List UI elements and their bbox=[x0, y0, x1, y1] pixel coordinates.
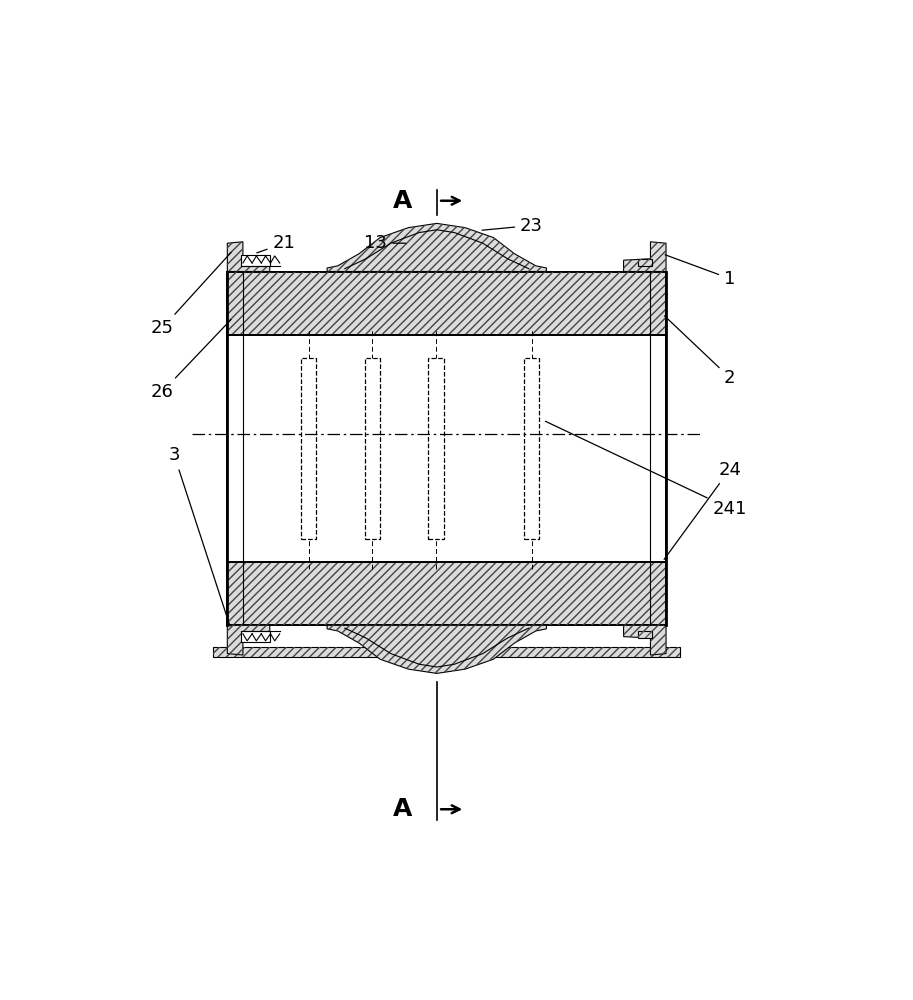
Bar bbox=[227, 272, 666, 335]
Bar bbox=[227, 272, 666, 335]
Polygon shape bbox=[637, 631, 652, 638]
Bar bbox=[428, 358, 444, 539]
Bar bbox=[524, 358, 540, 539]
Text: A: A bbox=[394, 189, 413, 213]
Polygon shape bbox=[227, 625, 270, 655]
Bar bbox=[364, 358, 380, 539]
Polygon shape bbox=[624, 242, 666, 272]
Text: A: A bbox=[394, 797, 413, 821]
Text: 26: 26 bbox=[151, 320, 231, 401]
Polygon shape bbox=[214, 647, 680, 657]
Polygon shape bbox=[241, 631, 270, 642]
Bar bbox=[227, 335, 666, 562]
Polygon shape bbox=[327, 625, 547, 673]
Polygon shape bbox=[227, 242, 270, 272]
Text: 21: 21 bbox=[257, 234, 296, 253]
Bar bbox=[227, 562, 666, 625]
Polygon shape bbox=[624, 625, 666, 655]
Text: 3: 3 bbox=[169, 446, 230, 626]
Polygon shape bbox=[637, 259, 652, 266]
Text: 24: 24 bbox=[664, 461, 741, 559]
Text: 23: 23 bbox=[482, 217, 543, 235]
Text: 241: 241 bbox=[545, 421, 747, 518]
Polygon shape bbox=[241, 255, 270, 266]
Text: 2: 2 bbox=[665, 316, 736, 387]
Bar bbox=[301, 358, 317, 539]
Polygon shape bbox=[327, 223, 547, 272]
Text: 25: 25 bbox=[151, 252, 231, 337]
Text: 1: 1 bbox=[665, 255, 735, 288]
Bar bbox=[227, 562, 666, 625]
Text: 13: 13 bbox=[364, 234, 405, 252]
